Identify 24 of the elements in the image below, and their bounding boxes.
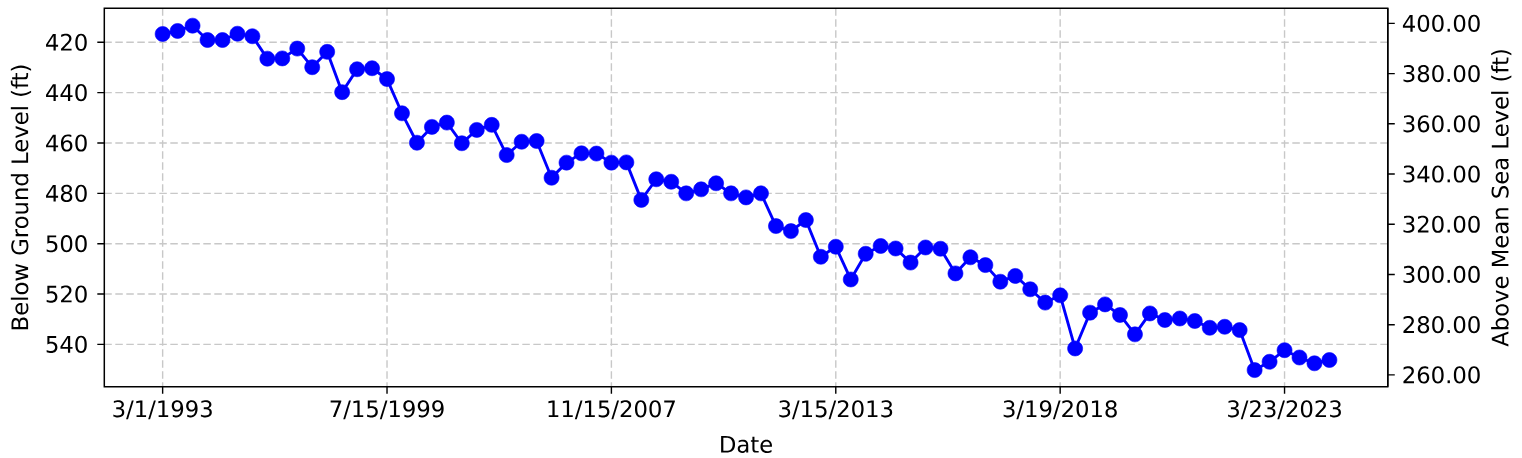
y2-tick-label: 380.00 (1403, 64, 1480, 83)
x-tick-label: 3/1/1993 (113, 400, 212, 420)
y2-tick-label: 280.00 (1403, 316, 1480, 334)
y-tick-label: 420 (46, 33, 87, 51)
y-tick-label: 540 (46, 335, 87, 353)
y-tick-label: 460 (46, 134, 87, 152)
y2-tick-label: 300.00 (1403, 265, 1480, 284)
y-tick-label: 500 (46, 235, 87, 253)
x-tick-label: 3/19/2018 (1003, 400, 1117, 420)
x-tick-label: 11/15/2007 (548, 400, 675, 420)
x-tick-label: 3/15/2013 (779, 400, 893, 420)
x-tick-label: 3/23/2023 (1228, 400, 1341, 420)
y2-tick-label: 320.00 (1403, 215, 1480, 233)
y-tick-label: 520 (46, 285, 87, 303)
x-tick-label: 7/15/1999 (330, 400, 444, 420)
y2-tick-label: 400.00 (1402, 14, 1480, 32)
y2-tick-label: 260.00 (1403, 366, 1480, 384)
y2-axis-title: Above Mean Sea Level (ft) (1491, 50, 1512, 347)
y2-tick-label: 340.00 (1403, 165, 1480, 183)
y-tick-label: 440 (46, 84, 87, 102)
y2-tick-label: 360.00 (1403, 115, 1480, 133)
y-axis-title: Below Ground Level (ft) (10, 65, 32, 330)
x-axis-title: Date (721, 436, 772, 453)
y-tick-label: 480 (46, 184, 87, 202)
